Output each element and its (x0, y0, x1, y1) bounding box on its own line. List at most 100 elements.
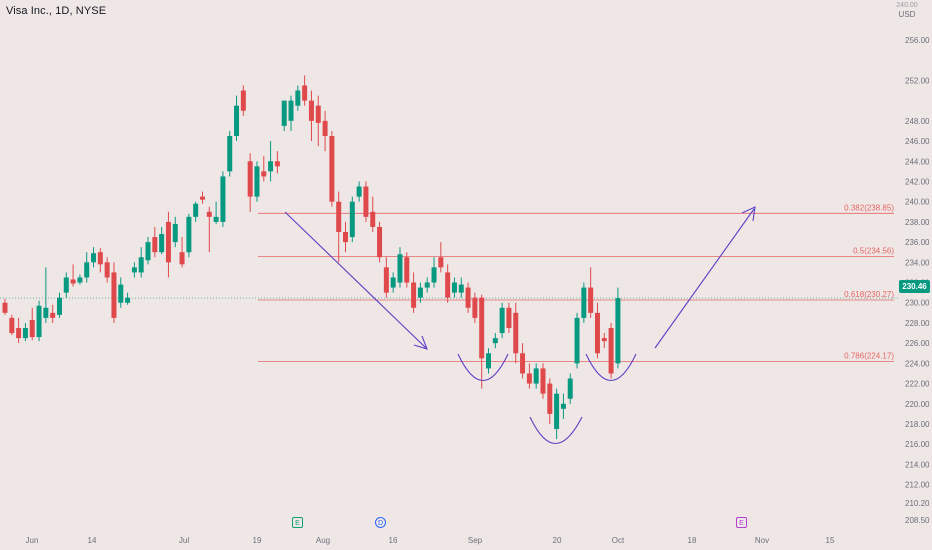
candle[interactable] (601, 333, 607, 349)
candle[interactable] (281, 100, 287, 131)
candle[interactable] (451, 277, 457, 298)
candle-body (349, 201, 355, 238)
candle[interactable] (615, 287, 621, 369)
candle[interactable] (302, 75, 308, 106)
candle[interactable] (56, 292, 62, 318)
currency-indicator[interactable]: 240.00 USD (892, 1, 922, 19)
candle[interactable] (404, 252, 410, 288)
candle[interactable] (445, 264, 451, 303)
candle[interactable] (349, 196, 355, 243)
candle[interactable] (288, 95, 294, 131)
candle[interactable] (383, 257, 389, 298)
candle[interactable] (377, 221, 383, 263)
candle[interactable] (547, 378, 553, 424)
candle-body (554, 393, 560, 430)
dividend-event-icon[interactable]: D (375, 517, 386, 528)
candle[interactable] (574, 312, 580, 369)
candle[interactable] (343, 221, 348, 253)
candle[interactable] (193, 201, 199, 222)
candle[interactable] (63, 272, 69, 298)
candle[interactable] (411, 272, 417, 313)
candle[interactable] (172, 216, 178, 248)
candle[interactable] (513, 302, 519, 364)
candle[interactable] (159, 226, 165, 255)
candle[interactable] (608, 322, 614, 379)
candle[interactable] (431, 257, 437, 288)
candle[interactable] (424, 277, 430, 293)
candle[interactable] (77, 274, 83, 285)
candle[interactable] (131, 262, 137, 278)
candle[interactable] (315, 95, 321, 147)
candle[interactable] (111, 262, 117, 323)
candle[interactable] (118, 277, 124, 308)
candle[interactable] (492, 333, 498, 349)
candle[interactable] (16, 317, 22, 344)
candle[interactable] (336, 191, 342, 263)
candle[interactable] (458, 277, 464, 298)
candle[interactable] (125, 292, 131, 305)
candle[interactable] (560, 393, 566, 419)
candle[interactable] (9, 314, 15, 336)
candle[interactable] (417, 282, 423, 303)
candle[interactable] (274, 151, 280, 174)
candle[interactable] (479, 294, 485, 389)
candle[interactable] (261, 156, 267, 182)
candle[interactable] (472, 292, 478, 323)
candle[interactable] (22, 322, 28, 342)
candle[interactable] (581, 282, 587, 323)
candle[interactable] (104, 257, 110, 283)
candle[interactable] (43, 267, 49, 323)
candle[interactable] (295, 85, 301, 111)
candle[interactable] (206, 206, 212, 253)
candle[interactable] (363, 181, 369, 222)
candle[interactable] (165, 211, 171, 278)
candle[interactable] (540, 363, 546, 399)
candle[interactable] (567, 373, 573, 404)
candle[interactable] (499, 302, 505, 339)
candle[interactable] (308, 90, 314, 142)
candle[interactable] (526, 363, 532, 389)
candle[interactable] (520, 343, 526, 379)
candle[interactable] (29, 307, 35, 341)
candle[interactable] (594, 302, 600, 359)
candle[interactable] (438, 242, 444, 273)
candle[interactable] (329, 130, 335, 207)
candle[interactable] (234, 95, 240, 142)
candle[interactable] (322, 110, 328, 152)
candle[interactable] (36, 300, 42, 342)
candle[interactable] (70, 264, 76, 287)
candle[interactable] (97, 248, 103, 273)
candle[interactable] (533, 363, 539, 389)
candle[interactable] (227, 130, 233, 177)
candle[interactable] (554, 388, 560, 440)
upcoming-earnings-event-icon[interactable]: E (736, 517, 747, 528)
candle[interactable] (240, 85, 246, 116)
candle[interactable] (220, 171, 226, 227)
y-axis-tick-label: 214.00 (905, 460, 930, 469)
candle[interactable] (186, 213, 192, 258)
candle[interactable] (2, 298, 8, 315)
candle[interactable] (486, 348, 492, 374)
candle[interactable] (199, 191, 205, 204)
candle[interactable] (50, 304, 56, 323)
candle[interactable] (179, 237, 185, 268)
candle[interactable] (370, 196, 376, 232)
candle[interactable] (356, 181, 362, 202)
candle[interactable] (152, 226, 158, 258)
candle[interactable] (138, 247, 144, 278)
candle[interactable] (254, 161, 260, 202)
candle[interactable] (145, 237, 151, 265)
candle[interactable] (390, 272, 396, 293)
candle[interactable] (247, 153, 253, 212)
candle[interactable] (465, 282, 471, 313)
candle[interactable] (91, 247, 97, 268)
candle[interactable] (588, 267, 594, 318)
candle[interactable] (213, 201, 219, 224)
candle[interactable] (506, 302, 512, 334)
earnings-event-icon[interactable]: E (292, 517, 303, 528)
candle[interactable] (397, 247, 403, 288)
candle[interactable] (84, 252, 90, 283)
candle[interactable] (268, 141, 274, 182)
